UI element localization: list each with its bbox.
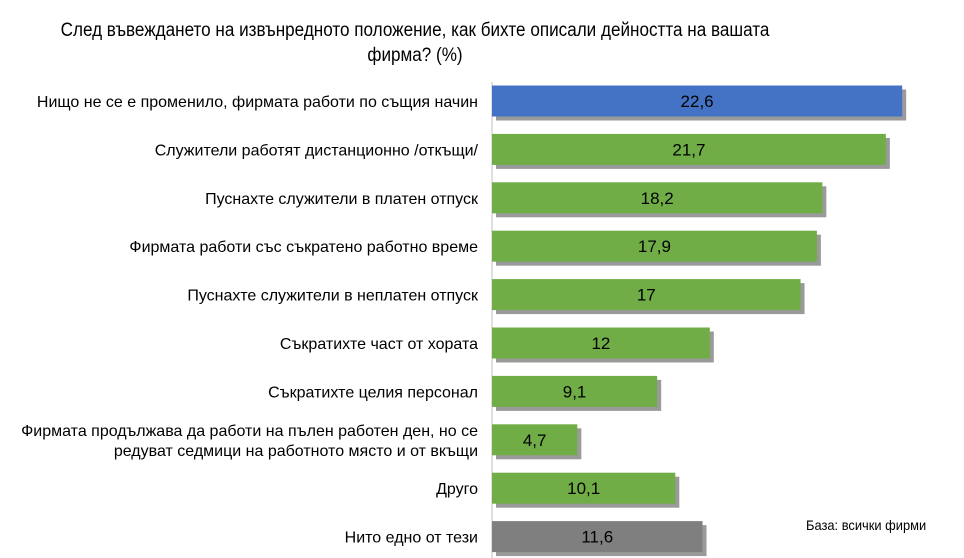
- data-label: 4,7: [523, 431, 547, 450]
- bar: [492, 375, 658, 407]
- bar: [492, 85, 903, 117]
- bar: [492, 182, 823, 214]
- bar: [492, 133, 886, 165]
- data-label: 22,6: [681, 92, 714, 111]
- bar: [492, 472, 676, 504]
- bar: [492, 230, 817, 262]
- data-label: 21,7: [672, 140, 705, 159]
- category-label: Нищо не се е променило, фирмата работи п…: [37, 94, 478, 111]
- data-label: 9,1: [563, 382, 587, 401]
- category-label: Пуснахте служители в неплатен отпуск: [187, 288, 479, 305]
- category-label: Съкратихте част от хората: [280, 336, 478, 353]
- bar: [492, 521, 703, 553]
- category-label: Служители работят дистанционно /откъщи/: [155, 142, 479, 159]
- chart-title: След въвеждането на извънредното положен…: [60, 20, 770, 66]
- category-label: редуват седмици на работното място и от …: [114, 443, 478, 460]
- bar: [492, 327, 710, 359]
- category-label: Фирмата работи със съкратено работно вре…: [129, 239, 478, 256]
- base-note: База: всички фирми: [806, 517, 927, 533]
- data-label: 12: [591, 334, 610, 353]
- bar: [492, 424, 578, 456]
- category-label: Друго: [436, 481, 478, 498]
- category-label: Нито едно от тези: [345, 530, 478, 547]
- data-label: 18,2: [641, 189, 674, 208]
- category-label: Пуснахте служители в платен отпуск: [205, 191, 479, 208]
- category-label: Фирмата продължава да работи на пълен ра…: [21, 423, 478, 440]
- data-label: 11,6: [581, 528, 613, 547]
- bar: [492, 279, 801, 311]
- category-label: Съкратихте целия персонал: [268, 384, 478, 401]
- data-label: 17,9: [638, 237, 671, 256]
- data-label: 17: [637, 286, 656, 305]
- data-label: 10,1: [567, 479, 600, 498]
